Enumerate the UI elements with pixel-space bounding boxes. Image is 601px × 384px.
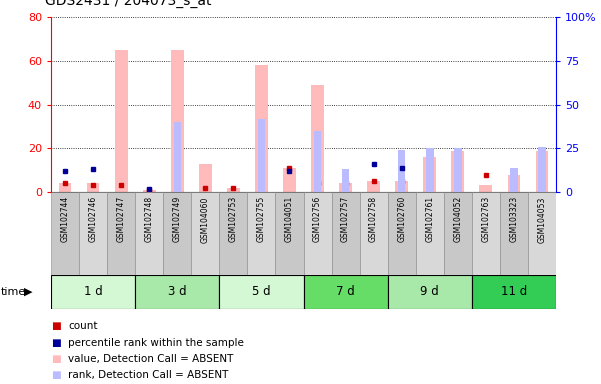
Text: GSM102748: GSM102748 [145, 196, 154, 242]
Bar [367, 181, 380, 192]
Text: ■: ■ [51, 338, 61, 348]
Text: GSM102763: GSM102763 [481, 196, 490, 242]
Bar [472, 192, 500, 275]
Bar [426, 148, 433, 192]
Text: GSM102749: GSM102749 [173, 196, 182, 242]
Bar [500, 192, 528, 275]
Bar [454, 148, 462, 192]
Text: 7 d: 7 d [336, 285, 355, 298]
Bar [510, 167, 517, 192]
Bar [79, 192, 107, 275]
Bar [219, 275, 304, 309]
Text: GSM102757: GSM102757 [341, 196, 350, 242]
Bar [135, 192, 163, 275]
Bar [311, 85, 324, 192]
Bar [398, 150, 406, 192]
Text: 1 d: 1 d [84, 285, 103, 298]
Bar [107, 192, 135, 275]
Bar [416, 192, 444, 275]
Text: ■: ■ [51, 321, 61, 331]
Text: ■: ■ [51, 370, 61, 380]
Text: GSM102760: GSM102760 [397, 196, 406, 242]
Text: 9 d: 9 d [420, 285, 439, 298]
Bar [283, 168, 296, 192]
Text: ■: ■ [51, 354, 61, 364]
Bar [248, 192, 275, 275]
Text: GSM104053: GSM104053 [537, 196, 546, 243]
Text: value, Detection Call = ABSENT: value, Detection Call = ABSENT [68, 354, 233, 364]
Bar [340, 183, 352, 192]
Bar [227, 188, 240, 192]
Text: GDS2431 / 204073_s_at: GDS2431 / 204073_s_at [45, 0, 212, 8]
Text: GSM102758: GSM102758 [369, 196, 378, 242]
Bar [258, 119, 265, 192]
Bar [472, 275, 556, 309]
Bar [388, 192, 416, 275]
Text: GSM102747: GSM102747 [117, 196, 126, 242]
Bar [388, 275, 472, 309]
Bar [87, 183, 100, 192]
Bar [508, 175, 520, 192]
Bar [163, 192, 191, 275]
Text: GSM102755: GSM102755 [257, 196, 266, 242]
Bar [174, 122, 181, 192]
Text: percentile rank within the sample: percentile rank within the sample [68, 338, 244, 348]
Bar [255, 65, 268, 192]
Bar [359, 192, 388, 275]
Bar [342, 169, 349, 192]
Text: GSM102753: GSM102753 [229, 196, 238, 242]
Bar [219, 192, 248, 275]
Bar [135, 275, 219, 309]
Bar [304, 192, 332, 275]
Bar [332, 192, 359, 275]
Bar [424, 157, 436, 192]
Text: 3 d: 3 d [168, 285, 186, 298]
Bar [314, 131, 322, 192]
Text: count: count [68, 321, 97, 331]
Bar [143, 190, 156, 192]
Bar [51, 192, 79, 275]
Text: GSM104051: GSM104051 [285, 196, 294, 242]
Bar [115, 50, 127, 192]
Text: 11 d: 11 d [501, 285, 527, 298]
Bar [51, 275, 135, 309]
Text: GSM102756: GSM102756 [313, 196, 322, 242]
Bar [304, 275, 388, 309]
Bar [444, 192, 472, 275]
Bar [451, 151, 464, 192]
Bar [528, 192, 556, 275]
Text: GSM102744: GSM102744 [61, 196, 70, 242]
Text: GSM103323: GSM103323 [510, 196, 518, 242]
Bar [171, 50, 184, 192]
Text: GSM102746: GSM102746 [89, 196, 97, 242]
Text: time: time [1, 287, 26, 297]
Bar [191, 192, 219, 275]
Text: ▶: ▶ [24, 287, 32, 297]
Bar [538, 147, 546, 192]
Bar [59, 183, 72, 192]
Bar [199, 164, 212, 192]
Text: 5 d: 5 d [252, 285, 270, 298]
Bar [480, 185, 492, 192]
Text: rank, Detection Call = ABSENT: rank, Detection Call = ABSENT [68, 370, 228, 380]
Text: GSM104052: GSM104052 [453, 196, 462, 242]
Bar [275, 192, 304, 275]
Bar [395, 181, 408, 192]
Text: GSM102761: GSM102761 [426, 196, 434, 242]
Bar [535, 151, 548, 192]
Text: GSM104060: GSM104060 [201, 196, 210, 243]
